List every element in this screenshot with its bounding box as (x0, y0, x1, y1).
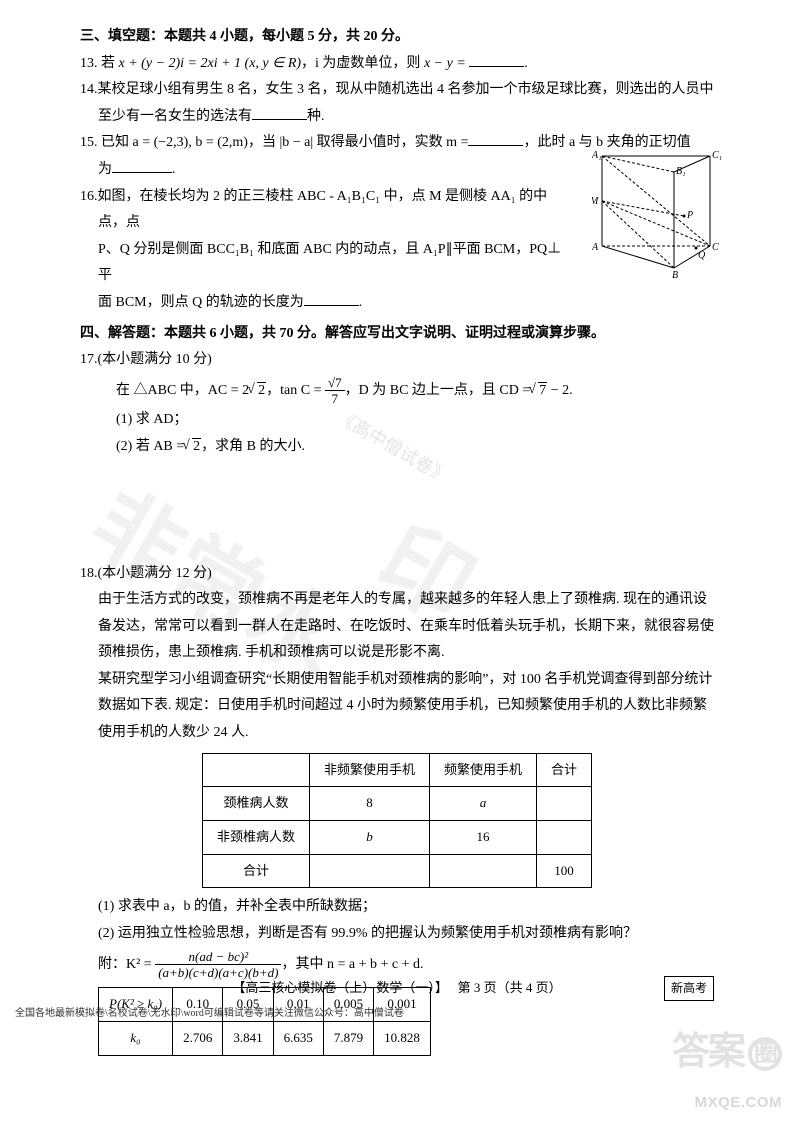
question-17-sub2: (2) 若 AB =2，求角 B 的大小. (80, 434, 714, 461)
question-18-p2: 某研究型学习小组调查研究“长期使用智能手机对颈椎病的影响”，对 100 名手机党… (80, 667, 714, 747)
svg-text:C: C (712, 242, 719, 253)
question-18-sub1: (1) 求表中 a，b 的值，并补全表中所缺数据； (80, 894, 714, 921)
svg-text:B₁: B₁ (676, 166, 686, 177)
question-18-sub2: (2) 运用独立性检验思想，判断是否有 99.9% 的把握认为频繁使用手机对颈椎… (80, 921, 714, 948)
svg-text:P: P (686, 210, 693, 221)
question-17-body: 在 △ABC 中，AC = 22，tan C = √77，D 为 BC 边上一点… (80, 374, 714, 408)
svg-text:A₁: A₁ (592, 150, 602, 161)
question-14-line2: 至少有一名女生的选法有种. (80, 104, 714, 131)
site-watermark-logo: 答案圈 MXQE.COM (672, 1016, 782, 1117)
footer-tag: 新高考 (664, 976, 714, 1001)
question-16-line3: 面 BCM，则点 Q 的轨迹的长度为. (80, 290, 714, 317)
footer-attribution: 全国各地最新模拟卷\名校试卷\无水印\word可编辑试卷等请关注微信公众号：高中… (15, 1004, 404, 1023)
svg-text:M: M (592, 196, 599, 207)
prism-figure: A₁ C₁ B₁ A C B M P Q (592, 148, 722, 278)
table-phone-usage: 非频繁使用手机 频繁使用手机 合计 颈椎病人数 8 a 非颈椎病人数 b 16 … (202, 753, 592, 889)
question-14-line1: 14.某校足球小组有男生 8 名，女生 3 名，现从中随机选出 4 名参加一个市… (80, 77, 714, 104)
svg-text:A: A (592, 242, 599, 253)
question-13: 13. 若 x + (y − 2)i = 2xi + 1 (x, y ∈ R)，… (80, 51, 714, 78)
section-3-heading: 三、填空题：本题共 4 小题，每小题 5 分，共 20 分。 (80, 24, 714, 51)
svg-text:Q: Q (698, 250, 706, 261)
svg-text:B: B (672, 270, 678, 278)
question-17-header: 17.(本小题满分 10 分) (80, 347, 714, 374)
question-17-sub1: (1) 求 AD； (80, 407, 714, 434)
question-18-p1: 由于生活方式的改变，颈椎病不再是老年人的专属，越来越多的年轻人患上了颈椎病. 现… (80, 587, 714, 667)
section-4-heading: 四、解答题：本题共 6 小题，共 70 分。解答应写出文字说明、证明过程或演算步… (80, 321, 714, 348)
exam-page: 《高中僧试卷》 非常水 印 (0, 0, 794, 1123)
svg-text:C₁: C₁ (712, 150, 722, 161)
question-18-header: 18.(本小题满分 12 分) (80, 561, 714, 588)
